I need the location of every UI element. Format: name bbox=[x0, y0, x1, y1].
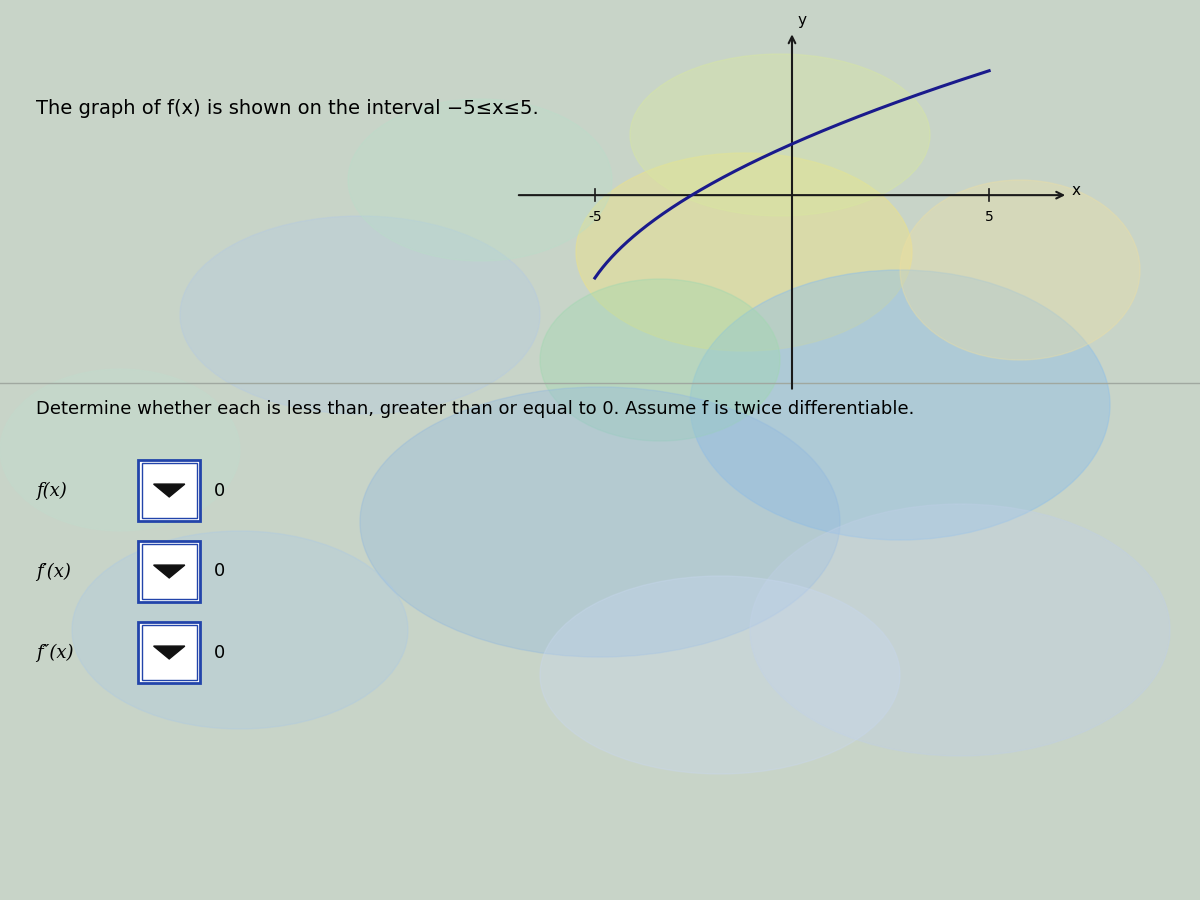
FancyBboxPatch shape bbox=[138, 460, 200, 521]
Ellipse shape bbox=[690, 270, 1110, 540]
Text: 5: 5 bbox=[985, 210, 994, 224]
Text: The graph of f(x) is shown on the interval −5≤x≤5.: The graph of f(x) is shown on the interv… bbox=[36, 98, 539, 118]
Polygon shape bbox=[154, 484, 185, 497]
Ellipse shape bbox=[360, 387, 840, 657]
FancyBboxPatch shape bbox=[138, 622, 200, 683]
Ellipse shape bbox=[630, 54, 930, 216]
Text: 0: 0 bbox=[214, 482, 224, 500]
Text: 0: 0 bbox=[214, 644, 224, 662]
FancyBboxPatch shape bbox=[142, 463, 197, 518]
Ellipse shape bbox=[900, 180, 1140, 360]
Polygon shape bbox=[154, 565, 185, 578]
Ellipse shape bbox=[180, 216, 540, 414]
Ellipse shape bbox=[750, 504, 1170, 756]
Ellipse shape bbox=[348, 99, 612, 261]
Text: f(x): f(x) bbox=[36, 482, 67, 500]
Ellipse shape bbox=[540, 576, 900, 774]
Ellipse shape bbox=[540, 279, 780, 441]
Ellipse shape bbox=[72, 531, 408, 729]
Text: f″(x): f″(x) bbox=[36, 644, 73, 662]
Polygon shape bbox=[154, 646, 185, 659]
Text: 0: 0 bbox=[214, 562, 224, 580]
Text: y: y bbox=[798, 14, 806, 28]
Ellipse shape bbox=[576, 153, 912, 351]
FancyBboxPatch shape bbox=[138, 541, 200, 602]
Text: Determine whether each is less than, greater than or equal to 0. Assume f is twi: Determine whether each is less than, gre… bbox=[36, 400, 914, 418]
Ellipse shape bbox=[0, 369, 240, 531]
FancyBboxPatch shape bbox=[142, 544, 197, 599]
Text: f′(x): f′(x) bbox=[36, 562, 71, 580]
FancyBboxPatch shape bbox=[142, 625, 197, 680]
Text: -5: -5 bbox=[588, 210, 601, 224]
Text: x: x bbox=[1072, 183, 1081, 198]
